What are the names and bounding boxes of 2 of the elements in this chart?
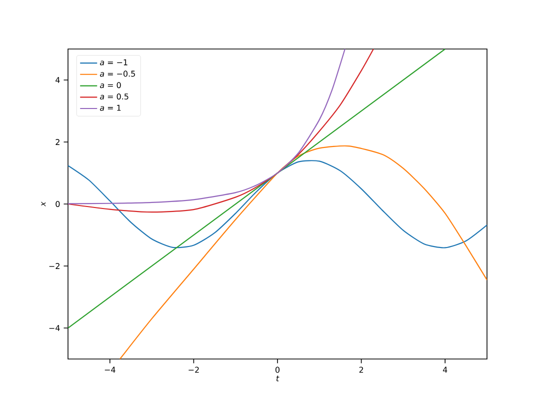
line-series <box>68 160 487 248</box>
line-series <box>119 145 487 359</box>
